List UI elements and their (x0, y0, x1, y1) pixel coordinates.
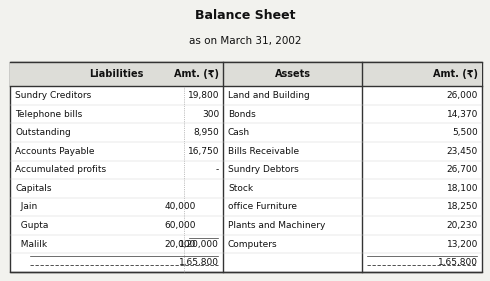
Text: Bonds: Bonds (228, 110, 256, 119)
Text: 26,700: 26,700 (447, 165, 478, 174)
Text: 19,800: 19,800 (188, 91, 219, 100)
Text: office Furniture: office Furniture (228, 202, 297, 212)
Bar (10, 62, 482, 86)
Text: Sundry Debtors: Sundry Debtors (228, 165, 298, 174)
Text: 20,000: 20,000 (165, 240, 196, 249)
Text: 1,65,800: 1,65,800 (179, 258, 219, 267)
Text: Liabilities: Liabilities (90, 69, 144, 79)
Text: 300: 300 (202, 110, 219, 119)
Text: 1,65,800: 1,65,800 (438, 258, 478, 267)
Text: Amt. (₹): Amt. (₹) (433, 69, 478, 79)
Text: as on March 31, 2002: as on March 31, 2002 (189, 36, 301, 46)
Text: Telephone bills: Telephone bills (15, 110, 83, 119)
Text: 23,450: 23,450 (447, 147, 478, 156)
Text: 8,950: 8,950 (194, 128, 219, 137)
Text: Accumulated profits: Accumulated profits (15, 165, 106, 174)
Text: Amt. (₹): Amt. (₹) (174, 69, 219, 79)
Text: 20,230: 20,230 (447, 221, 478, 230)
Text: Computers: Computers (228, 240, 277, 249)
Text: 14,370: 14,370 (447, 110, 478, 119)
Text: Plants and Machinery: Plants and Machinery (228, 221, 325, 230)
Text: 18,250: 18,250 (447, 202, 478, 212)
Text: Gupta: Gupta (15, 221, 49, 230)
Text: 16,750: 16,750 (188, 147, 219, 156)
Text: -: - (216, 165, 219, 174)
Text: Jain: Jain (15, 202, 38, 212)
Text: 13,200: 13,200 (447, 240, 478, 249)
Text: Bills Receivable: Bills Receivable (228, 147, 299, 156)
Text: Sundry Creditors: Sundry Creditors (15, 91, 92, 100)
Text: 40,000: 40,000 (165, 202, 196, 212)
Text: Malilk: Malilk (15, 240, 48, 249)
Text: 5,500: 5,500 (452, 128, 478, 137)
Text: Cash: Cash (228, 128, 250, 137)
Text: 60,000: 60,000 (165, 221, 196, 230)
Text: Stock: Stock (228, 184, 253, 193)
Text: 18,100: 18,100 (446, 184, 478, 193)
Text: Outstanding: Outstanding (15, 128, 71, 137)
Text: Balance Sheet: Balance Sheet (195, 9, 295, 22)
Text: Assets: Assets (274, 69, 311, 79)
Text: Land and Building: Land and Building (228, 91, 310, 100)
Text: 26,000: 26,000 (447, 91, 478, 100)
Text: Capitals: Capitals (15, 184, 52, 193)
Text: 1,20,000: 1,20,000 (179, 240, 219, 249)
Text: Accounts Payable: Accounts Payable (15, 147, 95, 156)
